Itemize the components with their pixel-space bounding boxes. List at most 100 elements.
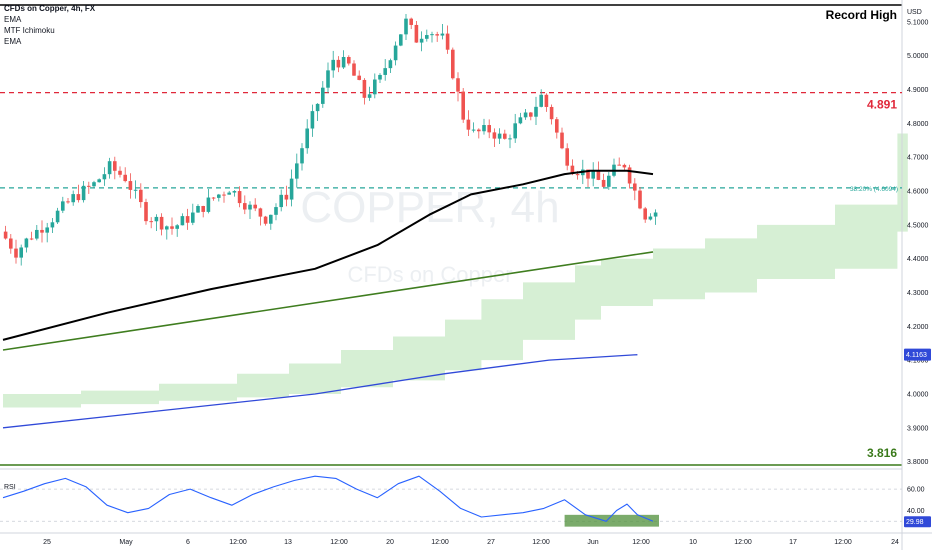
x-tick-label: 25 xyxy=(43,539,51,546)
ema-blue-line xyxy=(2,354,638,429)
y-tick-label: 3.8000 xyxy=(907,459,929,466)
ema-blue-badge xyxy=(904,348,931,361)
candle-body xyxy=(648,216,653,220)
candle-body xyxy=(279,194,283,208)
candle-body xyxy=(180,216,185,226)
candle-body xyxy=(492,132,497,139)
candle-body xyxy=(352,63,356,76)
x-tick-label: 12:00 xyxy=(229,539,247,546)
candle-body xyxy=(534,106,538,117)
y-tick-label: 4.8000 xyxy=(907,121,929,128)
candle-body xyxy=(139,189,143,203)
candle-body xyxy=(445,33,450,50)
candle-body xyxy=(191,212,195,223)
candle-body xyxy=(253,204,257,209)
candle-body xyxy=(440,33,445,36)
candle-body xyxy=(284,194,289,200)
resistance-label: 4.891 xyxy=(867,98,897,112)
candle-body xyxy=(45,227,49,233)
y-tick-label: 5.0000 xyxy=(907,53,929,60)
candle-body xyxy=(113,161,117,171)
y-tick-label: 4.4000 xyxy=(907,256,929,263)
candle-body xyxy=(451,49,455,79)
candle-body xyxy=(248,204,252,210)
candle-body xyxy=(617,164,621,166)
candle-body xyxy=(643,208,647,220)
candle-body xyxy=(399,34,403,46)
candle-body xyxy=(295,163,299,179)
candle-body xyxy=(419,38,424,43)
candle-body xyxy=(555,119,559,133)
candle-body xyxy=(9,238,13,249)
indicator-ichimoku[interactable]: MTF Ichimoku xyxy=(4,26,55,35)
candle-body xyxy=(575,174,580,176)
indicator-ema-1[interactable]: EMA xyxy=(4,15,22,24)
record-high-label: Record High xyxy=(826,8,897,22)
candle-body xyxy=(341,56,346,68)
candle-body xyxy=(601,179,606,187)
x-tick-label: 10 xyxy=(689,539,697,546)
candle-body xyxy=(362,79,367,98)
candle-body xyxy=(404,18,408,35)
candle-body xyxy=(315,103,320,112)
indicator-ema-2[interactable]: EMA xyxy=(4,37,22,46)
candle-body xyxy=(482,125,486,132)
support-label: 3.816 xyxy=(867,446,897,460)
candle-body xyxy=(133,189,138,191)
rsi-oversold-zone xyxy=(564,514,659,527)
trendline xyxy=(2,251,654,351)
x-tick-label: 27 xyxy=(487,539,495,546)
candle-body xyxy=(549,106,554,120)
candle-body xyxy=(336,59,341,68)
candle-body xyxy=(263,216,268,224)
fib-label: 38.20% (4.6094) xyxy=(850,186,898,193)
candle-body xyxy=(388,60,393,69)
x-tick-label: 12:00 xyxy=(532,539,550,546)
candle-body xyxy=(185,216,190,223)
candle-body xyxy=(633,183,637,191)
candle-body xyxy=(607,175,611,187)
candle-body xyxy=(565,148,569,166)
candle-body xyxy=(518,117,523,124)
candle-body xyxy=(508,138,512,140)
ema-black-line xyxy=(2,169,654,341)
candle-body xyxy=(14,248,18,258)
candle-body xyxy=(560,132,564,149)
y-tick-label: 4.6000 xyxy=(907,189,929,196)
candle-body xyxy=(373,79,377,95)
candle-body xyxy=(87,185,91,187)
candle-body xyxy=(383,68,387,75)
rsi-tick-label: 40.00 xyxy=(907,508,925,515)
candle-body xyxy=(326,70,330,88)
candle-body xyxy=(378,74,382,80)
x-tick-label: 13 xyxy=(284,539,292,546)
candle-body xyxy=(435,34,439,36)
candle-body xyxy=(232,191,237,193)
x-tick-label: 17 xyxy=(789,539,797,546)
candle-body xyxy=(627,167,632,184)
candle-body xyxy=(107,161,112,175)
candle-body xyxy=(175,225,179,229)
x-tick-label: 6 xyxy=(186,539,190,546)
candle-body xyxy=(357,75,361,80)
candle-body xyxy=(243,203,247,210)
candle-body xyxy=(149,221,153,223)
x-tick-label: 12:00 xyxy=(431,539,449,546)
ichimoku-cloud xyxy=(3,126,908,408)
candle-body xyxy=(40,229,44,233)
rsi-line xyxy=(2,475,654,522)
x-tick-label: 12:00 xyxy=(330,539,348,546)
candle-body xyxy=(3,231,8,239)
y-tick-label: 4.7000 xyxy=(907,155,929,162)
candle-body xyxy=(76,194,81,201)
y-tick-label: 4.2000 xyxy=(907,324,929,331)
candle-body xyxy=(29,238,34,240)
candle-body xyxy=(97,179,101,183)
candle-body xyxy=(570,165,575,175)
rsi-value-badge-text: 29.98 xyxy=(906,519,924,526)
x-tick-label: 12:00 xyxy=(834,539,852,546)
candle-body xyxy=(269,214,273,224)
candle-body xyxy=(466,119,471,130)
candle-body xyxy=(144,202,148,222)
candle-body xyxy=(529,112,533,117)
